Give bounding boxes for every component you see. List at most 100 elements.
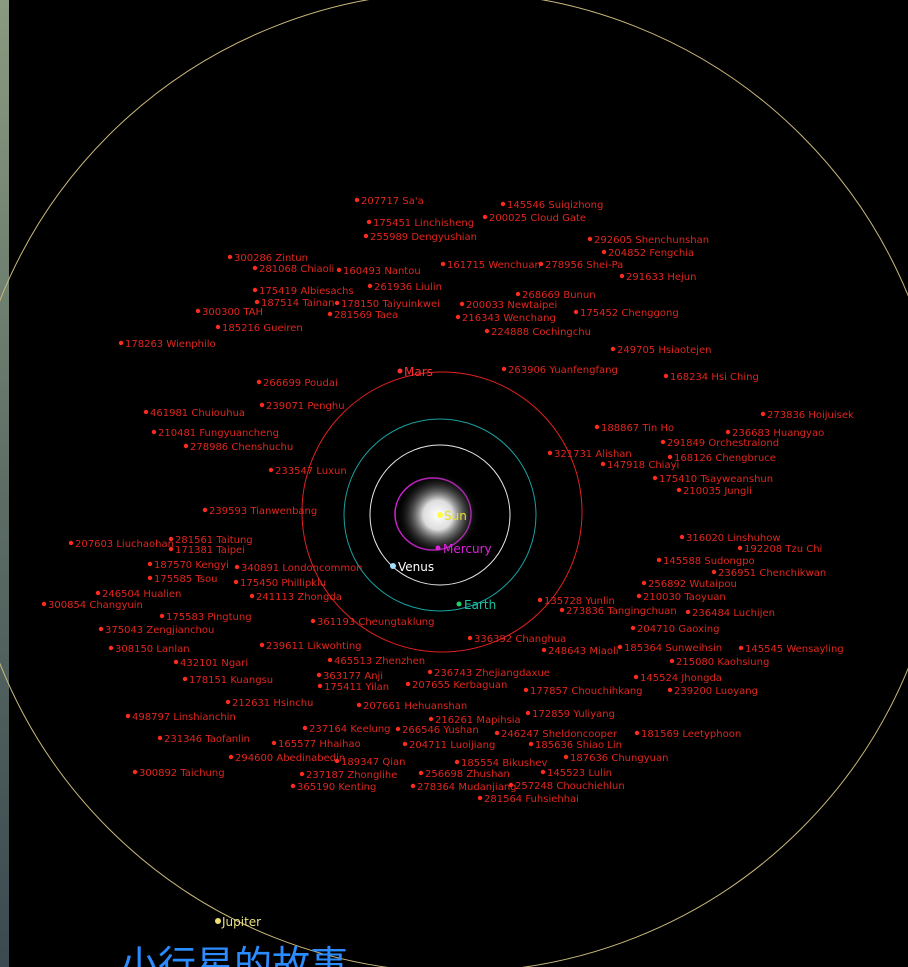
asteroid-label: 175583 Pingtung — [166, 612, 252, 623]
asteroid-dot — [268, 467, 274, 473]
asteroid-dot — [68, 540, 74, 546]
asteroid-label: 300854 Changyuin — [48, 600, 143, 611]
asteroid-dot — [259, 642, 265, 648]
asteroid-label: 263906 Yuanfengfang — [508, 365, 618, 376]
asteroid-dot — [366, 219, 372, 225]
asteroid-label: 200025 Cloud Gate — [489, 213, 586, 224]
asteroid-label: 261936 Liulin — [374, 282, 442, 293]
asteroid-label: 236484 Luchijen — [692, 608, 775, 619]
asteroid-dot — [215, 324, 221, 330]
asteroid-label: 175451 Linchisheng — [373, 218, 474, 229]
asteroid-dot — [459, 301, 465, 307]
asteroid-dot — [182, 676, 188, 682]
asteroid-dot — [454, 759, 460, 765]
asteroid-label: 175411 Yilan — [324, 682, 389, 693]
asteroid-label: 432101 Ngari — [180, 658, 248, 669]
asteroid-label: 216261 Mapihsia — [435, 715, 521, 726]
asteroid-label: 248643 Miaoli — [548, 646, 619, 657]
asteroid-label: 185216 Gueiren — [222, 323, 303, 334]
asteroid-dot — [679, 534, 685, 540]
asteroid-label: 185364 Sunweihsin — [624, 643, 722, 654]
asteroid-dot — [617, 644, 623, 650]
asteroid-dot — [249, 593, 255, 599]
asteroid-label: 246247 Sheldoncooper — [501, 729, 618, 740]
asteroid-dot — [501, 366, 507, 372]
sun-label: Sun — [444, 509, 467, 523]
asteroid-dot — [540, 769, 546, 775]
asteroid-dot — [587, 236, 593, 242]
edge-strip — [0, 0, 9, 967]
asteroid-dot — [467, 635, 473, 641]
asteroid-dot — [515, 291, 521, 297]
asteroid-dot — [482, 214, 488, 220]
asteroid-dot — [334, 300, 340, 306]
asteroid-dot — [252, 265, 258, 271]
asteroid-label: 135728 Yunlin — [544, 596, 615, 607]
asteroid-label: 268669 Bunun — [522, 290, 596, 301]
asteroid-dot — [356, 702, 362, 708]
asteroid-label: 336392 Changhua — [474, 634, 566, 645]
mars-label: Mars — [404, 365, 433, 379]
asteroid-dot — [663, 373, 669, 379]
asteroid-dot — [619, 273, 625, 279]
asteroid-label: 212631 Hsinchu — [232, 698, 313, 709]
asteroid-dot — [183, 443, 189, 449]
asteroid-label: 281569 Taea — [334, 310, 398, 321]
asteroid-label: 145524 Jhongda — [640, 673, 722, 684]
asteroid-label: 239593 Tianwenbang — [209, 506, 317, 517]
asteroid-label: 461981 Chuiouhua — [150, 408, 245, 419]
asteroid-dot — [676, 487, 682, 493]
asteroid-dot — [600, 461, 606, 467]
venus-orbit — [369, 444, 511, 586]
asteroid-dot — [327, 311, 333, 317]
asteroid-label: 294600 Abedinabedin — [235, 753, 345, 764]
asteroid-label: 246504 Hualien — [102, 589, 181, 600]
asteroid-label: 256892 Wutaipou — [648, 579, 737, 590]
asteroid-dot — [525, 710, 531, 716]
asteroid-label: 175410 Tsayweanshun — [659, 474, 773, 485]
asteroid-dot — [336, 267, 342, 273]
asteroid-dot — [541, 647, 547, 653]
asteroid-label: 168126 Chengbruce — [674, 453, 776, 464]
asteroid-dot — [738, 645, 744, 651]
asteroids: 207717 Sa'a 145546 Suiqizhong 200025 Cloud… — [41, 196, 854, 805]
asteroid-label: 291633 Hejun — [626, 272, 696, 283]
asteroid-dot — [547, 450, 553, 456]
asteroid-dot — [667, 454, 673, 460]
asteroid-dot — [594, 424, 600, 430]
asteroid-label: 200033 Newtaipei — [466, 300, 557, 311]
asteroid-label: 178263 Wienphilo — [125, 339, 216, 350]
asteroid-dot — [290, 783, 296, 789]
asteroid-label: 321731 Alishan — [554, 449, 632, 460]
asteroid-dot — [108, 645, 114, 651]
asteroid-label: 181569 Leetyphoon — [641, 729, 741, 740]
mars — [397, 368, 403, 374]
asteroid-dot — [259, 402, 265, 408]
asteroid-dot — [601, 249, 607, 255]
asteroid-label: 216343 Wenchang — [462, 313, 556, 324]
asteroid-label: 266699 Poudai — [263, 378, 338, 389]
asteroid-label: 316020 Linshuhow — [686, 533, 781, 544]
mercury-label: Mercury — [443, 542, 492, 556]
asteroid-dot — [95, 590, 101, 596]
asteroid-label: 281561 Taitung — [175, 535, 253, 546]
asteroid-label: 160493 Nantou — [343, 266, 421, 277]
asteroid-label: 188867 Tin Ho — [601, 423, 674, 434]
asteroid-dot — [477, 795, 483, 801]
asteroid-label: 278956 Shei-Pa — [545, 260, 623, 271]
asteroid-label: 237164 Keelung — [309, 724, 391, 735]
asteroid-dot — [225, 699, 231, 705]
asteroid-dot — [233, 579, 239, 585]
asteroid-label: 365190 Kenting — [297, 782, 376, 793]
asteroid-dot — [317, 683, 323, 689]
asteroid-dot — [636, 593, 642, 599]
asteroid-dot — [354, 197, 360, 203]
asteroid-label: 215080 Kaohsiung — [676, 657, 769, 668]
asteroid-dot — [641, 580, 647, 586]
asteroid-dot — [633, 674, 639, 680]
asteroid-label: 255989 Dengyushian — [370, 232, 477, 243]
asteroid-dot — [234, 564, 240, 570]
asteroid-dot — [271, 740, 277, 746]
asteroid-dot — [98, 626, 104, 632]
asteroid-dot — [310, 618, 316, 624]
